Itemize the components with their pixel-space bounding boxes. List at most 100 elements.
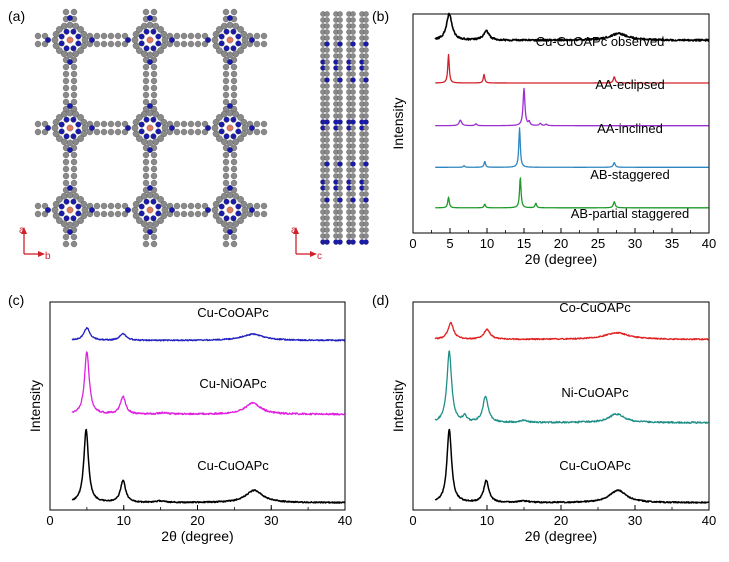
atom bbox=[160, 212, 168, 220]
atom bbox=[52, 200, 60, 208]
atom bbox=[350, 77, 356, 83]
atom bbox=[324, 197, 330, 203]
atom bbox=[363, 197, 369, 203]
atom bbox=[222, 151, 230, 159]
atom bbox=[350, 59, 356, 65]
atom bbox=[66, 36, 74, 44]
atom bbox=[363, 71, 369, 77]
atom bbox=[212, 118, 220, 126]
atom bbox=[70, 91, 78, 99]
atom bbox=[363, 77, 369, 83]
atom bbox=[67, 185, 73, 191]
atom bbox=[143, 215, 150, 222]
axis-a-label: a bbox=[19, 225, 25, 236]
series-line bbox=[434, 12, 710, 42]
atom bbox=[324, 59, 330, 65]
atom bbox=[132, 118, 140, 126]
atom bbox=[222, 165, 230, 173]
atom bbox=[62, 158, 70, 166]
atom bbox=[324, 41, 330, 47]
atom bbox=[350, 179, 356, 185]
atom bbox=[150, 8, 158, 16]
atom bbox=[226, 206, 234, 214]
atom bbox=[222, 240, 230, 248]
atom bbox=[363, 17, 369, 23]
atom bbox=[157, 135, 164, 142]
atom bbox=[89, 207, 95, 213]
atom bbox=[249, 207, 255, 213]
atom bbox=[58, 33, 65, 40]
x-tick-label: 20 bbox=[554, 513, 568, 528]
atom bbox=[226, 124, 234, 132]
atom bbox=[63, 45, 70, 52]
atom bbox=[337, 197, 343, 203]
atom bbox=[157, 26, 164, 33]
atom bbox=[152, 22, 160, 30]
atom bbox=[89, 125, 95, 131]
series-label: Cu-CuOAPc bbox=[197, 458, 269, 473]
atom bbox=[337, 17, 343, 23]
atom bbox=[350, 239, 356, 245]
atom bbox=[230, 98, 238, 106]
atom bbox=[337, 71, 343, 77]
atom bbox=[142, 70, 150, 78]
atom bbox=[363, 41, 369, 47]
atom bbox=[70, 233, 78, 241]
atom bbox=[337, 77, 343, 83]
atom bbox=[363, 239, 369, 245]
atom bbox=[363, 143, 369, 149]
x-tick-label: 30 bbox=[628, 513, 642, 528]
atom bbox=[337, 125, 343, 131]
series-label: AB-staggered bbox=[590, 167, 670, 182]
atom bbox=[187, 210, 195, 218]
atom bbox=[230, 158, 238, 166]
atom bbox=[93, 40, 101, 48]
atom bbox=[363, 35, 369, 41]
atom bbox=[216, 196, 223, 203]
atom bbox=[223, 45, 230, 52]
atom bbox=[337, 131, 343, 137]
atom bbox=[60, 220, 68, 228]
atom bbox=[363, 23, 369, 29]
atom bbox=[56, 47, 63, 54]
atom bbox=[194, 210, 202, 218]
atom bbox=[230, 45, 237, 52]
atom bbox=[70, 133, 77, 140]
atom bbox=[230, 165, 238, 173]
atom bbox=[363, 89, 369, 95]
atom bbox=[235, 128, 242, 135]
atom bbox=[136, 217, 143, 224]
atom bbox=[150, 151, 158, 159]
atom bbox=[337, 95, 343, 101]
atom bbox=[70, 28, 77, 35]
atom bbox=[350, 137, 356, 143]
atom bbox=[240, 118, 248, 126]
atom bbox=[142, 151, 150, 159]
atom bbox=[67, 59, 73, 65]
x-tick-label: 0 bbox=[409, 513, 416, 528]
atom bbox=[56, 217, 63, 224]
atom bbox=[173, 202, 181, 210]
atom bbox=[363, 119, 369, 125]
atom bbox=[235, 121, 242, 128]
atom bbox=[363, 167, 369, 173]
atom bbox=[223, 215, 230, 222]
atom bbox=[223, 133, 230, 140]
atom bbox=[230, 233, 238, 241]
atom bbox=[80, 42, 88, 50]
atom bbox=[155, 33, 162, 40]
atom bbox=[155, 128, 162, 135]
atom bbox=[100, 128, 108, 136]
atom bbox=[324, 65, 330, 71]
atom bbox=[218, 210, 225, 217]
atom bbox=[230, 172, 238, 180]
atom bbox=[205, 37, 211, 43]
atom bbox=[350, 215, 356, 221]
atom bbox=[136, 47, 143, 54]
atom bbox=[150, 172, 158, 180]
atom bbox=[235, 210, 242, 217]
atom bbox=[150, 77, 158, 85]
atom bbox=[249, 125, 255, 131]
atom bbox=[363, 203, 369, 209]
atom bbox=[350, 161, 356, 167]
